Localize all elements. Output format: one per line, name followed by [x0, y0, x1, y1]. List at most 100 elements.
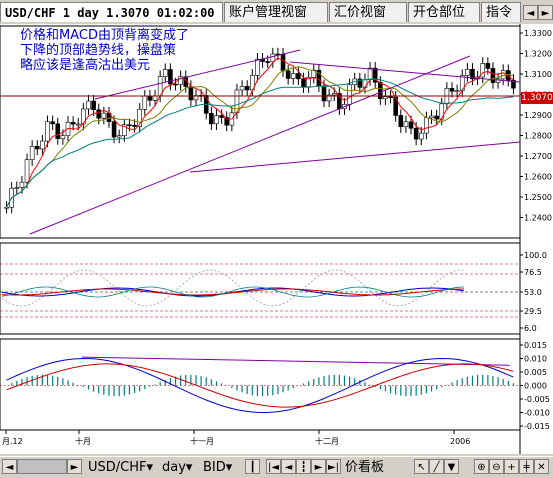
candle-body: [14, 187, 20, 189]
scroll-right-icon[interactable]: ►: [67, 459, 82, 474]
candle-body: [265, 61, 270, 63]
macd-line: [6, 357, 514, 414]
cursor-icon[interactable]: ↖: [414, 459, 429, 474]
price-tick-label: 1.2500: [524, 193, 552, 202]
candle-body: [244, 86, 250, 91]
time-tick-label: 十二月: [315, 436, 339, 446]
time-tick-label: 十月: [75, 436, 91, 446]
step-back-icon[interactable]: ◄: [281, 459, 296, 474]
tab-scroll-right-icon[interactable]: ►: [538, 5, 553, 20]
candle-body: [511, 79, 516, 89]
macd-signal-line: [6, 363, 514, 408]
candle-body: [388, 96, 393, 98]
candle-body: [40, 140, 45, 150]
price-tick-label: 1.3200: [524, 50, 552, 59]
moving-average-line: [6, 78, 514, 208]
bar-chart-icon[interactable]: ┇: [296, 459, 311, 474]
trendline-support: [189, 141, 521, 173]
macd-tick-label: -0.015: [524, 422, 550, 431]
candle-body: [173, 83, 178, 86]
trendline-lower-channel: [29, 55, 471, 235]
candle-body: [34, 146, 40, 150]
zoom-out-icon[interactable]: ⊖: [489, 459, 504, 474]
period-select[interactable]: day▾: [162, 460, 193, 475]
trendline-tool-icon[interactable]: ╱: [429, 459, 444, 474]
candle-body: [490, 68, 496, 83]
candle-body: [101, 112, 107, 119]
step-forward-icon[interactable]: ►: [311, 459, 326, 474]
horizontal-scrollbar[interactable]: [17, 459, 67, 474]
candle-body: [372, 67, 378, 83]
candle-body: [4, 206, 9, 209]
candle-body: [214, 115, 219, 125]
trendline-resistance: [289, 61, 521, 83]
candle-body: [91, 100, 96, 111]
rsi-tick-label: 100.0: [524, 251, 547, 260]
zoom-start-icon[interactable]: |◄: [266, 459, 281, 474]
tab-chart-usdchf[interactable]: USD/CHF 1 day 1.3070 01:02:00: [0, 2, 223, 22]
candle-body: [418, 132, 424, 140]
zoom-in-icon[interactable]: ⊕: [474, 459, 489, 474]
tab-scroll-left-icon[interactable]: ◄: [523, 5, 538, 20]
candle-body: [209, 112, 214, 125]
crosshair-icon[interactable]: ╪: [519, 459, 534, 474]
candle-body: [24, 159, 30, 183]
candle-body: [183, 76, 189, 87]
side-select[interactable]: BID▾: [203, 460, 233, 475]
price-board-button[interactable]: 价看板: [345, 460, 385, 475]
macd-tick-label: 0.000: [524, 382, 547, 391]
candle-body: [55, 123, 61, 139]
price-tick-label: 1.2900: [524, 111, 552, 120]
candle-body: [429, 115, 434, 119]
candle-body: [398, 115, 404, 127]
settings-icon[interactable]: ▼: [444, 459, 459, 474]
candle-body: [347, 84, 352, 105]
tab-account-management[interactable]: 账户管理视窗: [224, 2, 328, 22]
candle-body: [45, 121, 50, 142]
chart-canvas[interactable]: 1.33001.32001.31001.30001.29001.28001.27…: [0, 24, 553, 454]
add-indicator-icon[interactable]: +: [504, 459, 519, 474]
macd-tick-label: -0.010: [524, 409, 550, 418]
tab-open-positions[interactable]: 开仓部位: [408, 2, 480, 22]
rsi-tick-label: 53.0: [524, 288, 542, 297]
symbol-select[interactable]: USD/CHF▾: [88, 460, 154, 475]
chart-annotation: 价格和MACD由顶背离变成了 下降的顶部趋势线，操盘策 略应该是逢高沽出美元: [20, 28, 189, 73]
candle-body: [439, 103, 445, 120]
price-tick-label: 1.2700: [524, 152, 552, 161]
candle-body: [70, 122, 76, 125]
scroll-left-icon[interactable]: ◄: [2, 459, 17, 474]
delete-icon[interactable]: ✕: [534, 459, 549, 474]
rsi-tick-label: 76.5: [524, 268, 542, 277]
chart-toolbar: ◄ ► USD/CHF▾ day▾ BID▾ ┃ |◄ ◄ ┇ ► ►| 价看板…: [0, 456, 553, 478]
candle-body: [449, 88, 455, 92]
time-tick-label: 月.12: [2, 437, 23, 446]
candle-body: [331, 93, 337, 96]
candle-body: [111, 121, 117, 138]
rsi-signal-line: [1, 288, 464, 296]
zoom-end-icon[interactable]: ►|: [326, 459, 341, 474]
candle-body: [290, 73, 296, 79]
candle-body: [127, 124, 132, 127]
tab-orders[interactable]: 指令: [481, 2, 521, 22]
candle-body: [96, 109, 102, 119]
candle-body: [147, 95, 153, 101]
candle-body: [470, 68, 475, 80]
candle-body: [480, 63, 486, 78]
rsi-tick-label: 29.5: [524, 307, 542, 316]
candle-body: [408, 121, 414, 129]
price-tick-label: 1.2400: [524, 214, 552, 223]
candle-body: [162, 69, 168, 77]
rsi-aux-line: [1, 286, 465, 298]
macd-panel-border: [0, 338, 521, 431]
candle-body: [367, 67, 373, 80]
candle-body: [434, 115, 439, 120]
chart-area[interactable]: 1.33001.32001.31001.30001.29001.28001.27…: [0, 24, 553, 454]
symbol-label: USD/CHF: [88, 460, 147, 475]
time-tick-label: 十一月: [190, 436, 214, 446]
candle-icon[interactable]: ┃: [245, 459, 260, 474]
tab-bar: USD/CHF 1 day 1.3070 01:02:00 账户管理视窗 汇价视…: [0, 0, 553, 25]
candle-body: [413, 127, 419, 140]
tab-quote-view[interactable]: 汇价视窗: [329, 2, 407, 22]
candle-body: [75, 123, 81, 126]
time-tick-label: 2006: [450, 437, 470, 446]
